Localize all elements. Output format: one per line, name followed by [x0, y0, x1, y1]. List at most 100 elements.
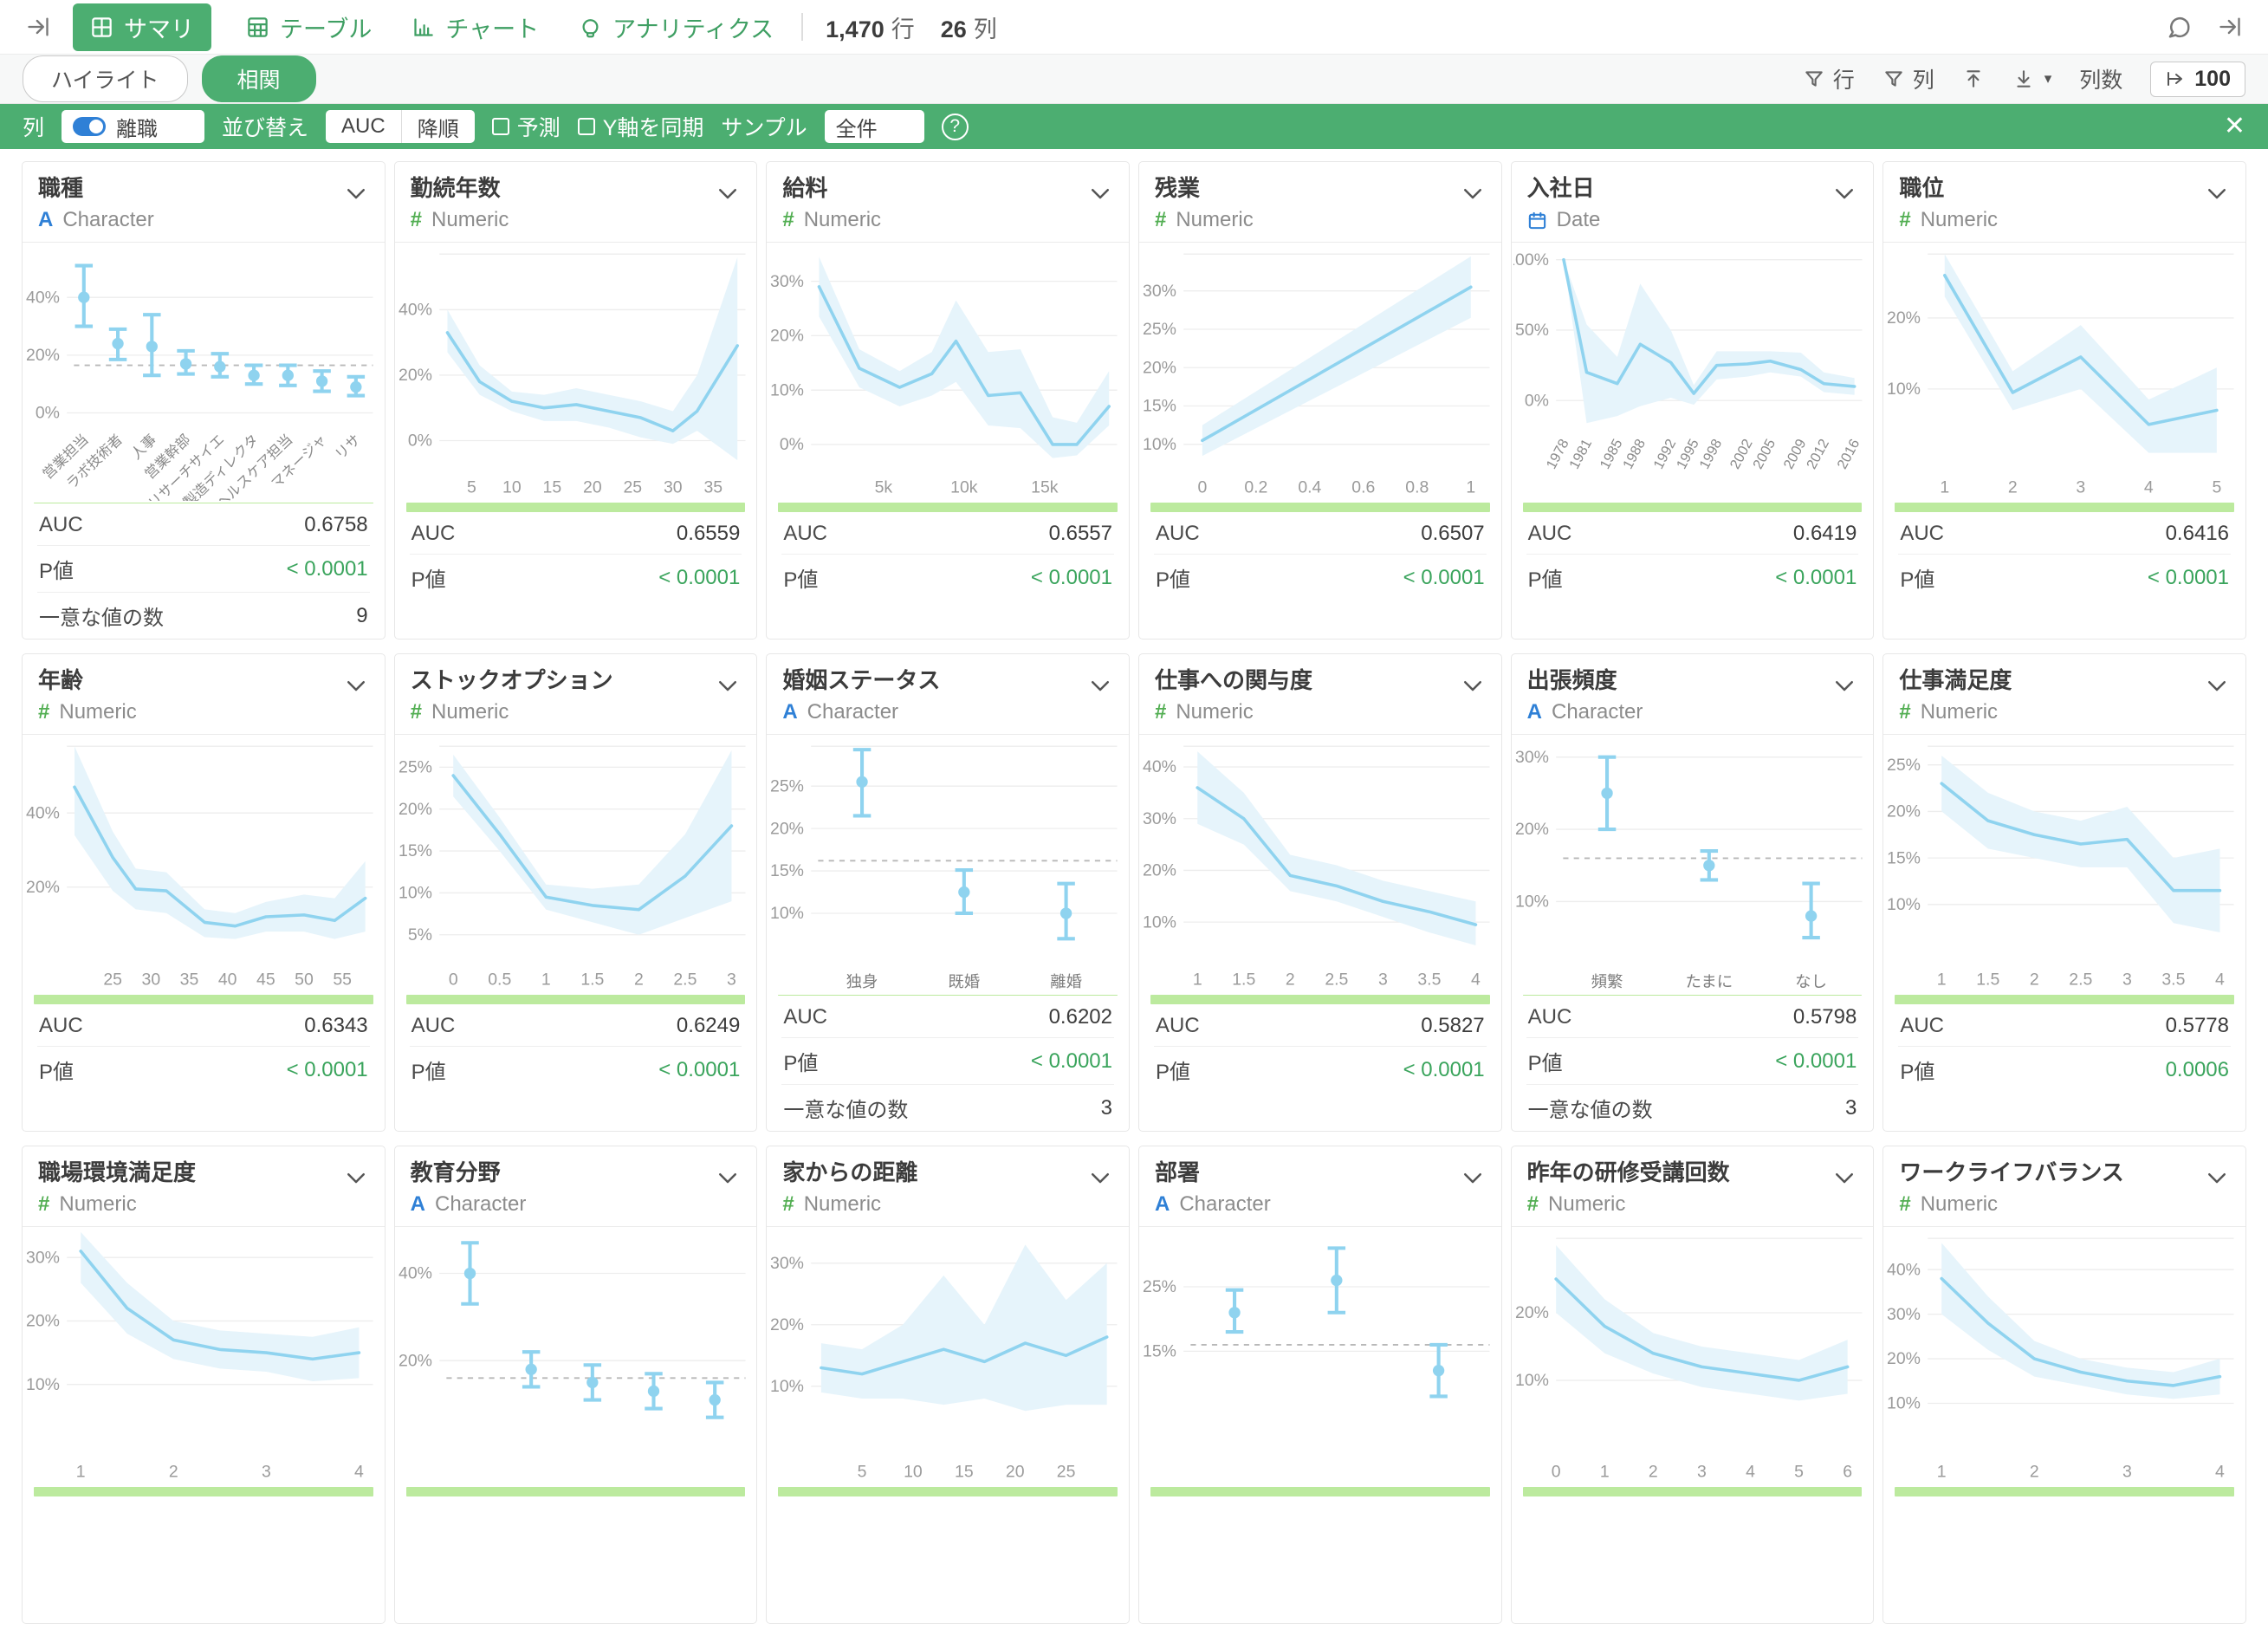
chevron-down-icon[interactable]	[1831, 1165, 1857, 1191]
filter-columns-button[interactable]: 列	[1882, 63, 1934, 94]
chevron-down-icon[interactable]	[715, 180, 741, 206]
svg-text:45: 45	[256, 971, 275, 990]
comment-icon[interactable]	[2166, 14, 2192, 40]
predict-checkbox[interactable]: 予測	[491, 111, 561, 142]
target-column-selector[interactable]: 離職	[62, 110, 205, 143]
target-column-value: 離職	[116, 117, 159, 141]
chevron-down-icon[interactable]	[2204, 672, 2230, 698]
view-tabs: サマリ テーブル チャート アナリティクス	[73, 3, 779, 51]
svg-text:1995: 1995	[1673, 437, 1701, 472]
correlation-chart: 30%20%10%5 10 15 20 25	[770, 1244, 1118, 1482]
highlight-button[interactable]: ハイライト	[23, 55, 188, 102]
card-header: 部署 A Character	[1138, 1146, 1501, 1228]
chevron-down-icon[interactable]	[343, 1165, 369, 1191]
svg-text:4: 4	[2215, 1463, 2225, 1482]
svg-text:10%: 10%	[1515, 893, 1549, 912]
svg-text:25%: 25%	[1887, 756, 1921, 775]
card-type: A Character	[1155, 1192, 1271, 1226]
numeric-type-icon: #	[1899, 208, 1911, 232]
stat-label: P値	[783, 1052, 819, 1075]
column-card: 出張頻度 A Character 10% 20% 30% 頻繁 たまに なし AUC 0.5798 P…	[1510, 653, 1875, 1132]
tab-table[interactable]: テーブル	[241, 3, 377, 51]
stat-label: P値	[1155, 1061, 1190, 1085]
filter-rows-button[interactable]: 行	[1803, 63, 1855, 94]
stat-value: 0.6202	[1048, 1005, 1112, 1029]
svg-text:1: 1	[1941, 478, 1950, 497]
svg-text:2: 2	[2008, 478, 2018, 497]
svg-text:20%: 20%	[26, 1312, 60, 1331]
chart-area: 10% 15% 20% 25% 30% 0 0.2 0.4 0.6 0.8 1	[1139, 243, 1501, 501]
svg-text:1: 1	[1937, 971, 1947, 990]
svg-text:5: 5	[858, 1463, 867, 1482]
svg-text:1: 1	[1599, 1463, 1609, 1482]
chevron-down-icon[interactable]	[1460, 1165, 1486, 1191]
stat-row: P値 < 0.0001	[410, 1047, 742, 1093]
stat-value: < 0.0001	[1030, 1048, 1112, 1073]
svg-text:10%: 10%	[1143, 435, 1176, 454]
card-header: 勤続年数 # Numeric	[394, 162, 757, 243]
svg-text:10: 10	[904, 1463, 923, 1482]
sample-selector[interactable]: 全件	[824, 110, 924, 143]
stat-value: < 0.0001	[1030, 565, 1112, 589]
svg-text:30%: 30%	[1887, 1305, 1921, 1324]
chevron-down-icon[interactable]	[1087, 180, 1113, 206]
tab-summary[interactable]: サマリ	[73, 3, 211, 51]
chevron-down-icon[interactable]	[343, 180, 369, 206]
chevron-down-icon[interactable]	[1831, 180, 1857, 206]
card-stats: AUC 0.6343 P値 < 0.0001	[23, 1004, 385, 1093]
card-stats: AUC 0.6557 P値 < 0.0001	[767, 512, 1129, 601]
maps-to-icon	[2165, 68, 2186, 89]
column-card: 仕事への関与度 # Numeric 10% 20% 30% 40% 1 1.5 2 2.5 3 3.5 4…	[1137, 653, 1502, 1132]
svg-text:3: 3	[727, 971, 736, 990]
sync-y-axis-checkbox[interactable]: Y軸を同期	[577, 111, 703, 142]
chevron-down-icon[interactable]	[1460, 180, 1486, 206]
chevron-down-icon[interactable]	[1087, 672, 1113, 698]
collapse-right-panel-icon[interactable]	[2218, 15, 2242, 39]
chevron-down-icon[interactable]	[2204, 180, 2230, 206]
scroll-bottom-icon[interactable]: ▾	[2012, 68, 2051, 90]
chevron-down-icon[interactable]	[343, 672, 369, 698]
card-type: # Numeric	[1899, 1192, 2123, 1226]
chevron-down-icon[interactable]	[715, 672, 741, 698]
card-title: 部署	[1154, 1159, 1200, 1185]
card-header: 年齢 # Numeric	[23, 654, 385, 736]
svg-text:なし: なし	[1795, 972, 1827, 990]
column-count-input[interactable]: 100	[2150, 61, 2245, 97]
chevron-down-icon[interactable]	[715, 1165, 741, 1191]
auc-progress-bar	[1522, 1487, 1863, 1497]
card-type-label: Numeric	[431, 700, 509, 724]
stat-value: 9	[356, 603, 368, 627]
svg-text:0.2: 0.2	[1244, 478, 1267, 497]
card-type-label: Character	[62, 208, 154, 232]
stat-value: < 0.0001	[286, 556, 368, 581]
svg-text:10%: 10%	[770, 904, 804, 923]
chart-area: 30% 20% 10% 5 10 15 20 25	[767, 1227, 1129, 1485]
toggle-on-icon[interactable]	[73, 117, 107, 136]
chevron-down-icon[interactable]	[1831, 672, 1857, 698]
chart-area: 40% 30% 20% 10% 1 2 3 4	[1883, 1227, 2245, 1485]
svg-text:100%: 100%	[1513, 250, 1549, 269]
scroll-top-icon[interactable]	[1962, 68, 1985, 90]
chevron-down-icon[interactable]	[1087, 1165, 1113, 1191]
svg-text:20%: 20%	[1887, 308, 1921, 328]
svg-text:独身: 独身	[846, 972, 878, 990]
chevron-down-icon[interactable]	[2204, 1165, 2230, 1191]
close-icon[interactable]: ✕	[2223, 112, 2245, 140]
correlation-button[interactable]: 相関	[201, 55, 316, 102]
stat-value: 3	[1100, 1095, 1112, 1120]
sort-order-value[interactable]: 降順	[400, 110, 475, 143]
correlation-chart: 0% 10% 20% 30% 5k 10k 15k	[770, 256, 1118, 497]
tab-analytics[interactable]: アナリティクス	[573, 3, 779, 51]
card-type-label: Character	[435, 1192, 527, 1217]
help-icon[interactable]: ?	[941, 113, 969, 140]
tab-label: サマリ	[124, 16, 194, 42]
svg-text:25%: 25%	[770, 777, 804, 796]
card-type: # Numeric	[38, 700, 137, 734]
collapse-left-panel-icon[interactable]	[26, 15, 50, 39]
chevron-down-icon[interactable]	[1460, 672, 1486, 698]
sort-key-value[interactable]: AUC	[341, 114, 386, 138]
tab-chart[interactable]: チャート	[406, 3, 544, 51]
sort-selector[interactable]: AUC 降順	[326, 110, 475, 143]
card-type: Date	[1527, 208, 1600, 242]
card-type: # Numeric	[1527, 1192, 1730, 1226]
